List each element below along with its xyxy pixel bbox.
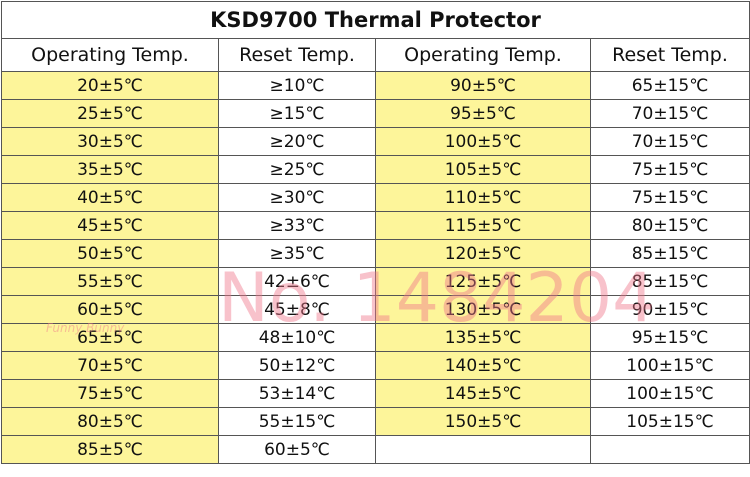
- operating-temp: 55±5℃: [1, 267, 219, 296]
- table-row: 65±5℃ 48±10℃ 135±5℃ 95±15℃: [1, 323, 750, 352]
- reset-temp: 100±15℃: [590, 379, 750, 408]
- table-row: 45±5℃ ≥33℃ 115±5℃ 80±15℃: [1, 211, 750, 240]
- operating-temp: 35±5℃: [1, 155, 219, 184]
- reset-temp: ≥20℃: [218, 127, 376, 156]
- reset-temp: 85±15℃: [590, 267, 750, 296]
- operating-temp: 100±5℃: [375, 127, 591, 156]
- reset-temp: 105±15℃: [590, 407, 750, 436]
- reset-temp: 70±15℃: [590, 127, 750, 156]
- operating-temp: 145±5℃: [375, 379, 591, 408]
- reset-temp: 70±15℃: [590, 99, 750, 128]
- table-row: 70±5℃ 50±12℃ 140±5℃ 100±15℃: [1, 351, 750, 380]
- column-header: Operating Temp.: [1, 38, 219, 72]
- operating-temp: 25±5℃: [1, 99, 219, 128]
- reset-temp: [590, 435, 750, 464]
- reset-temp: 95±15℃: [590, 323, 750, 352]
- table-row: 30±5℃ ≥20℃ 100±5℃ 70±15℃: [1, 127, 750, 156]
- operating-temp: 60±5℃: [1, 295, 219, 324]
- reset-temp: ≥35℃: [218, 239, 376, 268]
- reset-temp: 60±5℃: [218, 435, 376, 464]
- table-row: 40±5℃ ≥30℃ 110±5℃ 75±15℃: [1, 183, 750, 212]
- reset-temp: ≥15℃: [218, 99, 376, 128]
- reset-temp: 100±15℃: [590, 351, 750, 380]
- reset-temp: ≥30℃: [218, 183, 376, 212]
- operating-temp: 80±5℃: [1, 407, 219, 436]
- table-row: 60±5℃ 45±8℃ 130±5℃ 90±15℃: [1, 295, 750, 324]
- operating-temp: 135±5℃: [375, 323, 591, 352]
- operating-temp: 120±5℃: [375, 239, 591, 268]
- reset-temp: 75±15℃: [590, 155, 750, 184]
- operating-temp: 65±5℃: [1, 323, 219, 352]
- table-row: 80±5℃ 55±15℃ 150±5℃ 105±15℃: [1, 407, 750, 436]
- reset-temp: 80±15℃: [590, 211, 750, 240]
- operating-temp: 95±5℃: [375, 99, 591, 128]
- reset-temp: 48±10℃: [218, 323, 376, 352]
- operating-temp: 150±5℃: [375, 407, 591, 436]
- operating-temp: 110±5℃: [375, 183, 591, 212]
- operating-temp: 85±5℃: [1, 435, 219, 464]
- reset-temp: 50±12℃: [218, 351, 376, 380]
- operating-temp: 140±5℃: [375, 351, 591, 380]
- operating-temp: 90±5℃: [375, 71, 591, 100]
- operating-temp: 70±5℃: [1, 351, 219, 380]
- reset-temp: 85±15℃: [590, 239, 750, 268]
- operating-temp: 130±5℃: [375, 295, 591, 324]
- operating-temp: 105±5℃: [375, 155, 591, 184]
- reset-temp: 75±15℃: [590, 183, 750, 212]
- operating-temp: 30±5℃: [1, 127, 219, 156]
- table-row: 55±5℃ 42±6℃ 125±5℃ 85±15℃: [1, 267, 750, 296]
- table-row: 25±5℃ ≥15℃ 95±5℃ 70±15℃: [1, 99, 750, 128]
- table-row: 35±5℃ ≥25℃ 105±5℃ 75±15℃: [1, 155, 750, 184]
- operating-temp: 50±5℃: [1, 239, 219, 268]
- spec-table: KSD9700 Thermal Protector Operating Temp…: [1, 1, 750, 464]
- column-header: Operating Temp.: [375, 38, 591, 72]
- reset-temp: 45±8℃: [218, 295, 376, 324]
- reset-temp: ≥33℃: [218, 211, 376, 240]
- table-row: 20±5℃ ≥10℃ 90±5℃ 65±15℃: [1, 71, 750, 100]
- table-title: KSD9700 Thermal Protector: [1, 1, 750, 39]
- reset-temp: 53±14℃: [218, 379, 376, 408]
- table-row: 75±5℃ 53±14℃ 145±5℃ 100±15℃: [1, 379, 750, 408]
- reset-temp: 65±15℃: [590, 71, 750, 100]
- reset-temp: ≥10℃: [218, 71, 376, 100]
- table-row: 50±5℃ ≥35℃ 120±5℃ 85±15℃: [1, 239, 750, 268]
- operating-temp: [375, 435, 591, 464]
- table-row: 85±5℃ 60±5℃: [1, 435, 750, 464]
- reset-temp: 42±6℃: [218, 267, 376, 296]
- table-body: 20±5℃ ≥10℃ 90±5℃ 65±15℃ 25±5℃ ≥15℃ 95±5℃ 70±15℃…: [1, 71, 750, 464]
- operating-temp: 45±5℃: [1, 211, 219, 240]
- column-header: Reset Temp.: [590, 38, 750, 72]
- operating-temp: 20±5℃: [1, 71, 219, 100]
- column-header: Reset Temp.: [218, 38, 376, 72]
- reset-temp: 90±15℃: [590, 295, 750, 324]
- operating-temp: 40±5℃: [1, 183, 219, 212]
- operating-temp: 115±5℃: [375, 211, 591, 240]
- operating-temp: 125±5℃: [375, 267, 591, 296]
- reset-temp: ≥25℃: [218, 155, 376, 184]
- reset-temp: 55±15℃: [218, 407, 376, 436]
- operating-temp: 75±5℃: [1, 379, 219, 408]
